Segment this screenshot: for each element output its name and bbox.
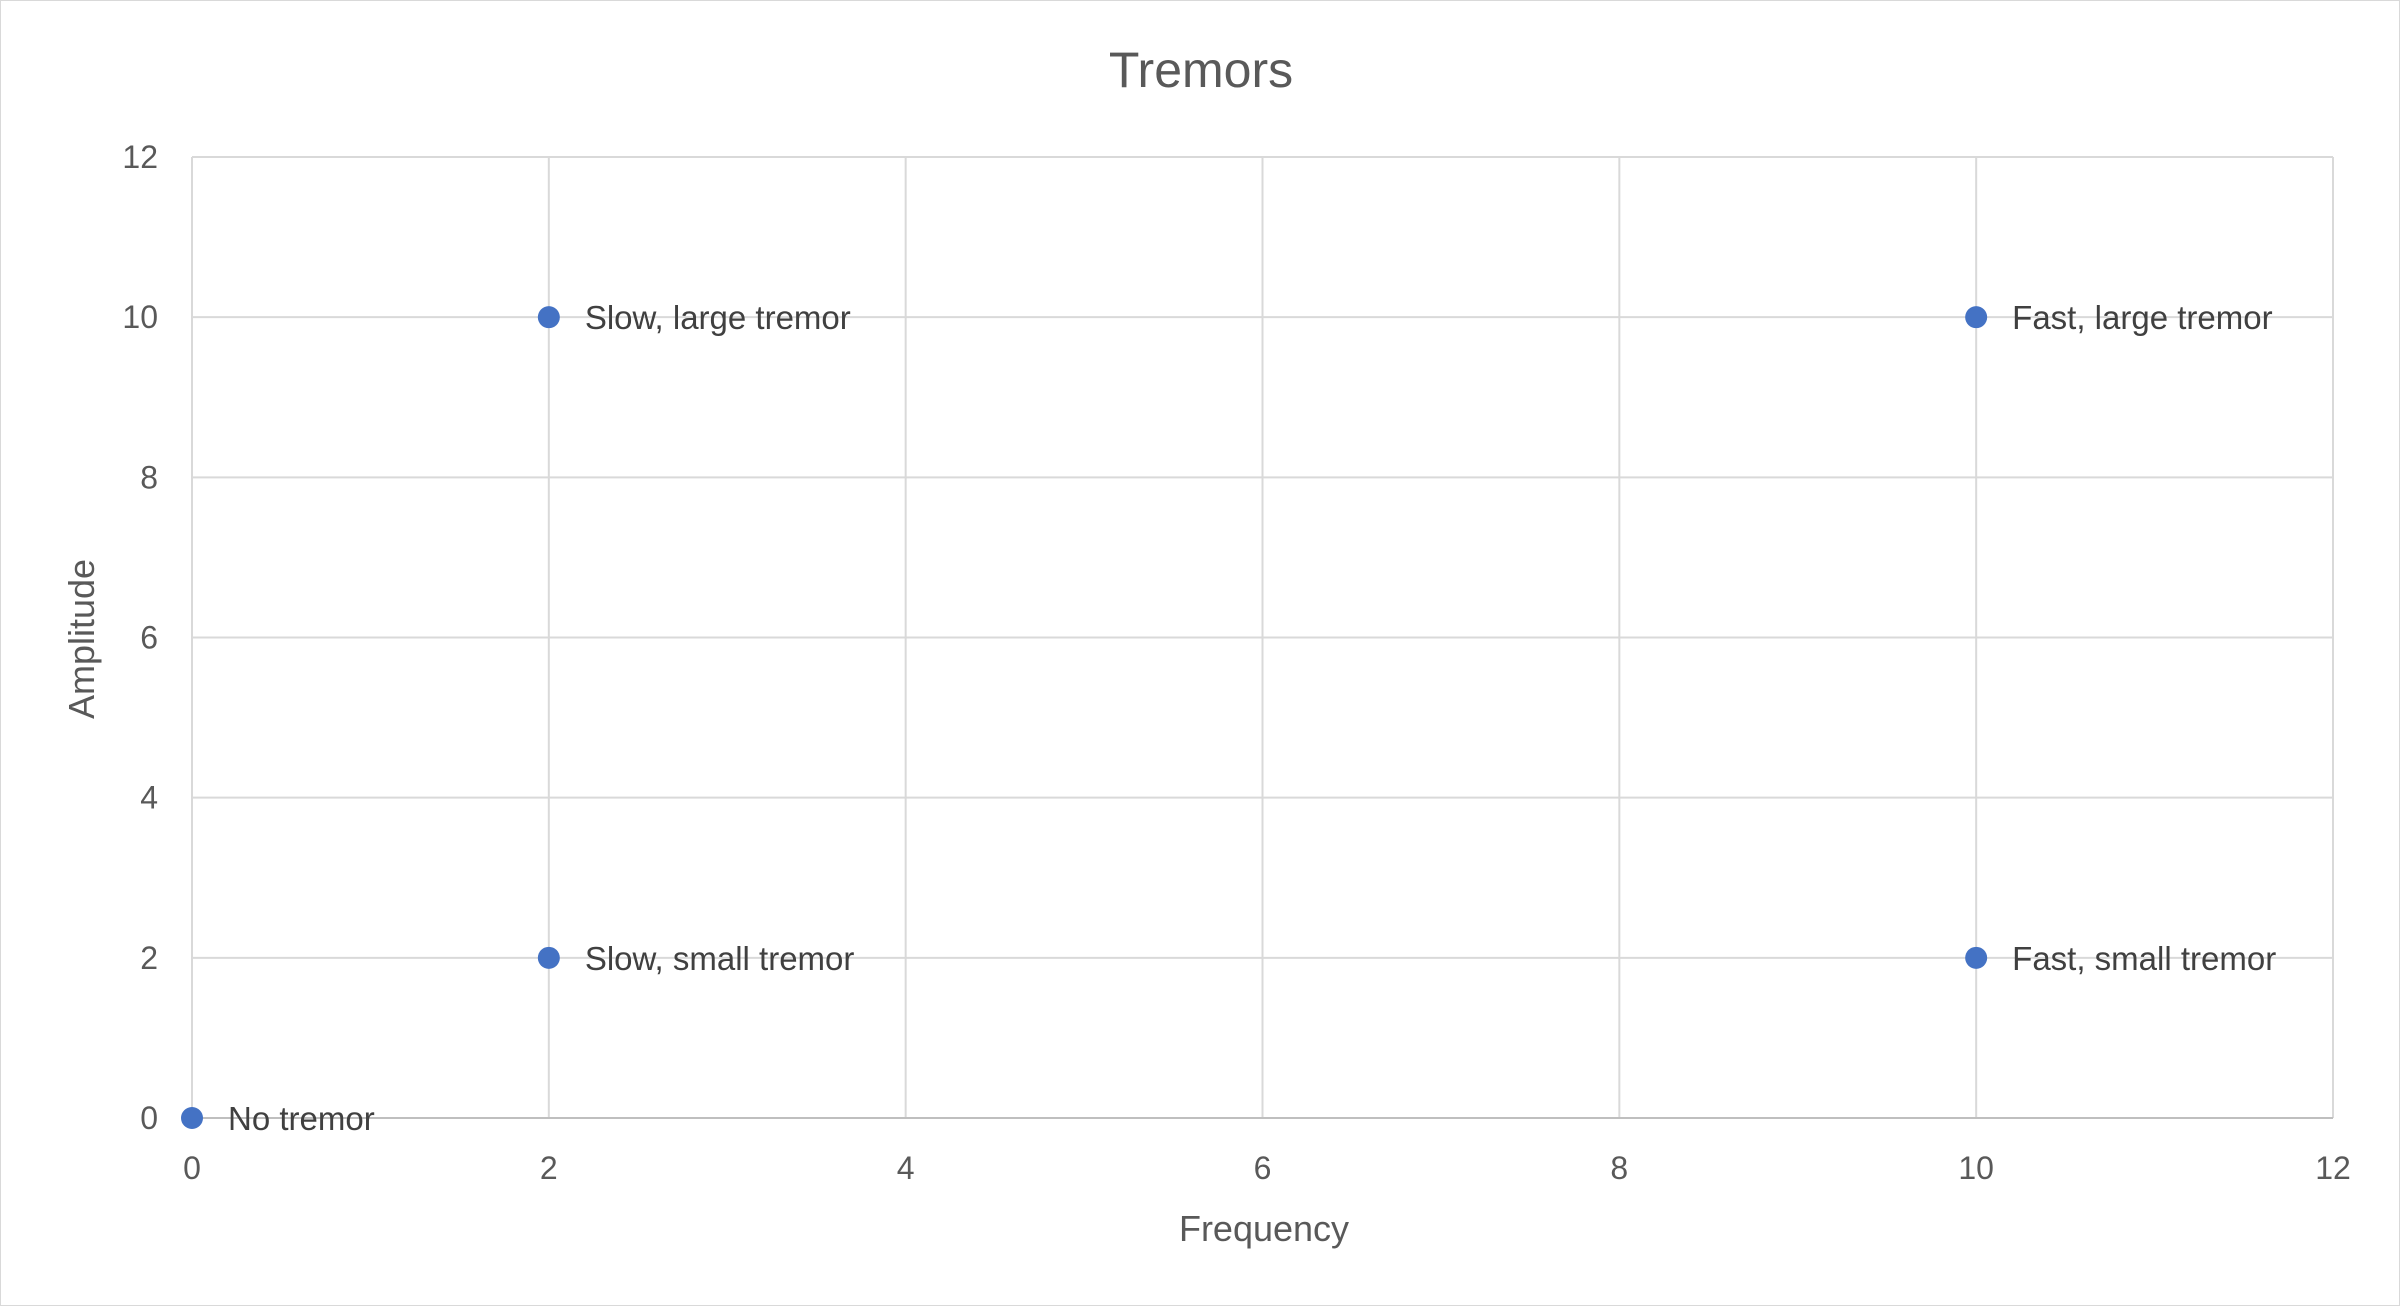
chart-title: Tremors: [1109, 42, 1293, 98]
y-tick-label: 2: [140, 940, 158, 976]
y-tick-label: 8: [140, 459, 158, 495]
x-axis-title: Frequency: [1179, 1208, 1349, 1249]
data-point: [537, 946, 560, 969]
x-tick-label: 2: [540, 1150, 558, 1186]
point-layer: No tremor Slow, small tremor Slow, large t…: [181, 299, 2276, 1137]
data-point: [537, 306, 560, 329]
x-tick-label: 8: [1610, 1150, 1628, 1186]
x-tick-label: 4: [897, 1150, 915, 1186]
y-tick-label: 6: [140, 620, 158, 656]
data-point-label: Slow, small tremor: [585, 940, 855, 977]
data-point: [1965, 946, 1988, 969]
data-point-label: Slow, large tremor: [585, 299, 851, 336]
y-axis-title: Amplitude: [61, 559, 102, 719]
data-point-label: Fast, large tremor: [2012, 299, 2272, 336]
data-point: [1965, 306, 1988, 329]
tick-layer: 0 2 4 6 8 10 12 0 2 4 6 8 10 12: [122, 139, 2350, 1186]
x-tick-label: 12: [2315, 1150, 2351, 1186]
x-tick-label: 6: [1254, 1150, 1272, 1186]
x-tick-label: 10: [1958, 1150, 1994, 1186]
y-tick-label: 4: [140, 780, 158, 816]
x-tick-label: 0: [183, 1150, 201, 1186]
y-tick-label: 12: [122, 139, 158, 175]
data-point-label: No tremor: [228, 1100, 375, 1137]
data-point-label: Fast, small tremor: [2012, 940, 2276, 977]
y-tick-label: 0: [140, 1100, 158, 1136]
y-tick-label: 10: [122, 299, 158, 335]
data-point: [181, 1107, 203, 1129]
